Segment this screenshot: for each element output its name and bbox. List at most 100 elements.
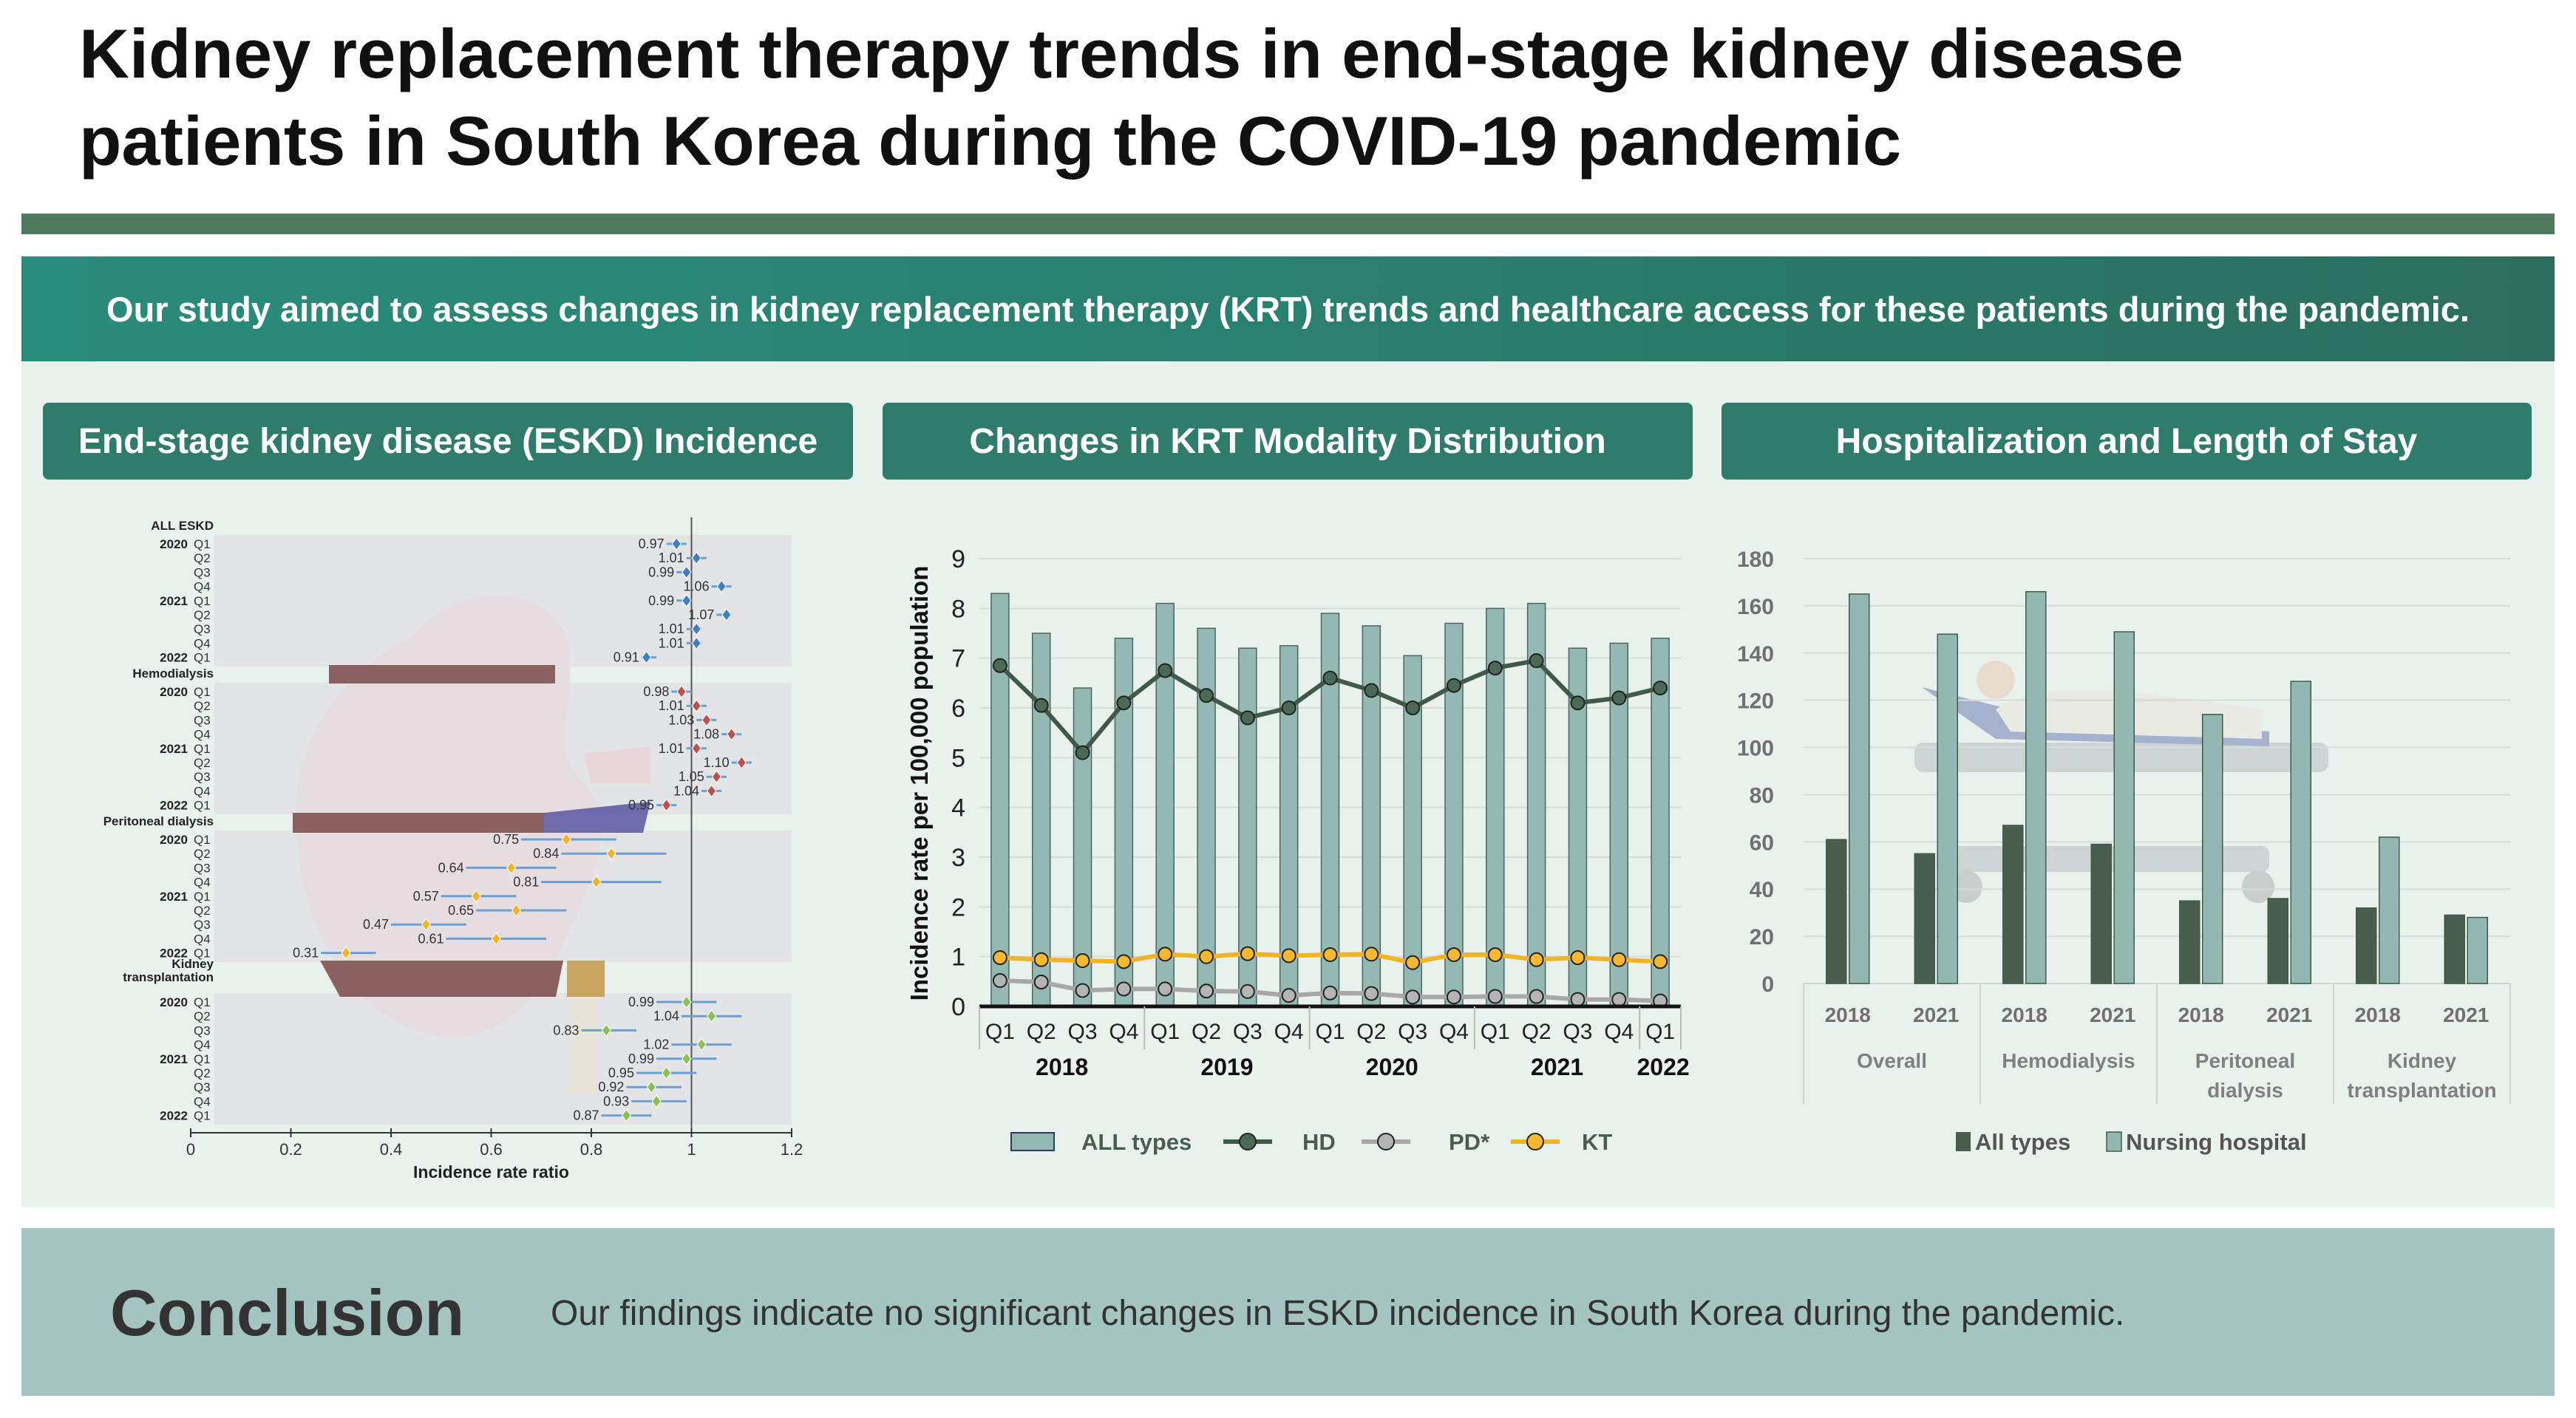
point-kt [1611,952,1627,967]
kidney-band-transplant [320,961,563,997]
bar-nursing-hospital [2379,836,2400,984]
irr-value-label: 0.84 [533,846,559,861]
row-quarter-label: Q1 [194,1052,211,1066]
point-kt [1529,952,1544,967]
bar-all-types [2090,843,2112,984]
irr-marker [711,770,721,784]
irr-value-label: 0.95 [608,1066,634,1080]
row-quarter-label: Q2 [194,699,211,713]
row-quarter-label: Q4 [194,636,211,650]
row-quarter-label: Q2 [194,904,211,918]
x-tick-label: 0.4 [380,1140,403,1159]
group-label: Hemodialysis [132,667,214,681]
group-label: Kidney [171,957,214,971]
quarter-label: Q1 [1645,1020,1675,1044]
irr-value-label: 1.01 [659,551,684,565]
x-tick-label: 1.2 [781,1140,803,1159]
irr-marker [641,650,652,664]
irr-value-label: 0.97 [639,536,665,551]
x-axis-title: Incidence rate ratio [413,1162,569,1182]
point-hd [1364,683,1379,698]
point-hd [1158,663,1173,678]
patient-head [1977,661,2015,699]
row-quarter-label: Q3 [194,918,211,932]
year-label: 2018 [1036,1054,1088,1080]
point-pd [1570,992,1586,1007]
quarter-label: Q3 [1233,1020,1262,1044]
quarter-label: Q3 [1068,1020,1098,1044]
irr-value-label: 0.91 [614,650,639,665]
point-kt [1570,950,1586,966]
point-kt [1199,949,1214,964]
bar-all-types [1651,637,1670,1007]
point-kt [1240,946,1255,961]
irr-value-label: 1.02 [643,1037,669,1052]
row-quarter-label: Q3 [194,861,211,875]
point-kt [1446,947,1461,962]
row-quarter-label: Q1 [194,1109,211,1123]
y-tick-label: 20 [1750,925,1774,950]
irr-marker [341,946,351,960]
row-quarter-label: Q4 [194,1038,211,1052]
row-year-label: 2020 [160,685,188,699]
quarter-label: Q1 [985,1020,1015,1044]
ureter-blue [544,802,650,833]
point-pd [1281,988,1297,1003]
irr-marker [606,847,616,861]
x-tick-label: 0.2 [279,1140,302,1159]
point-hd [1446,678,1461,693]
point-hd [992,658,1007,673]
bar-all-types [1826,839,1847,984]
bar-nursing-hospital [2025,590,2047,984]
irr-marker [662,1066,672,1080]
kidney-band-hemodialysis [329,665,555,684]
y-tick-label: 160 [1737,595,1774,619]
irr-marker [691,551,701,565]
point-pd [1158,981,1173,997]
point-pd [1611,992,1627,1007]
point-kt [1322,947,1338,962]
row-quarter-label: Q1 [194,890,211,904]
y-tick-label: 0 [951,993,965,1021]
bar-nursing-hospital [2290,681,2311,984]
irr-value-label: 1.10 [704,755,730,770]
row-quarter-label: Q1 [194,799,211,813]
conclusion-section: Conclusion Our findings indicate no sign… [21,1228,2555,1396]
irr-marker [621,1108,632,1122]
row-quarter-label: Q1 [194,651,211,665]
row-quarter-label: Q4 [194,932,211,946]
irr-value-label: 1.05 [679,769,704,784]
y-tick-label: 4 [951,794,965,822]
bar-all-types [2267,898,2288,984]
bar-nursing-hospital [2113,631,2135,984]
irr-value-label: 0.93 [603,1094,629,1108]
row-year-label: 2021 [160,594,188,608]
point-kt [1405,955,1421,970]
row-year-label: 2020 [160,995,188,1009]
irr-marker [601,1023,611,1037]
irr-value-label: 0.92 [598,1080,624,1094]
year-label: 2018 [1825,1003,1871,1026]
irr-value-label: 0.99 [628,995,654,1009]
irr-marker [471,889,481,903]
irr-marker [511,904,521,917]
renal-vessel [584,746,650,783]
bar-all-types [1526,602,1546,1007]
point-kt [1033,952,1049,967]
y-tick-label: 60 [1750,831,1774,855]
legend-label: ALL types [1081,1129,1192,1155]
category-label: Hemodialysis [2002,1049,2135,1072]
category-label: transplantation [2347,1079,2496,1102]
irr-marker [561,833,571,846]
irr-marker [591,875,602,889]
row-quarter-label: Q3 [194,1080,211,1094]
y-tick-label: 80 [1750,783,1774,808]
ureter-tube [569,997,597,1093]
irr-marker [682,593,692,607]
y-tick-label: 120 [1737,689,1774,714]
point-hd [1405,701,1421,715]
point-pd [1199,984,1214,999]
row-quarter-label: Q1 [194,833,211,847]
row-year-label: 2022 [160,947,188,961]
y-axis-title: Incidence rate per 100,000 population [905,566,933,1001]
